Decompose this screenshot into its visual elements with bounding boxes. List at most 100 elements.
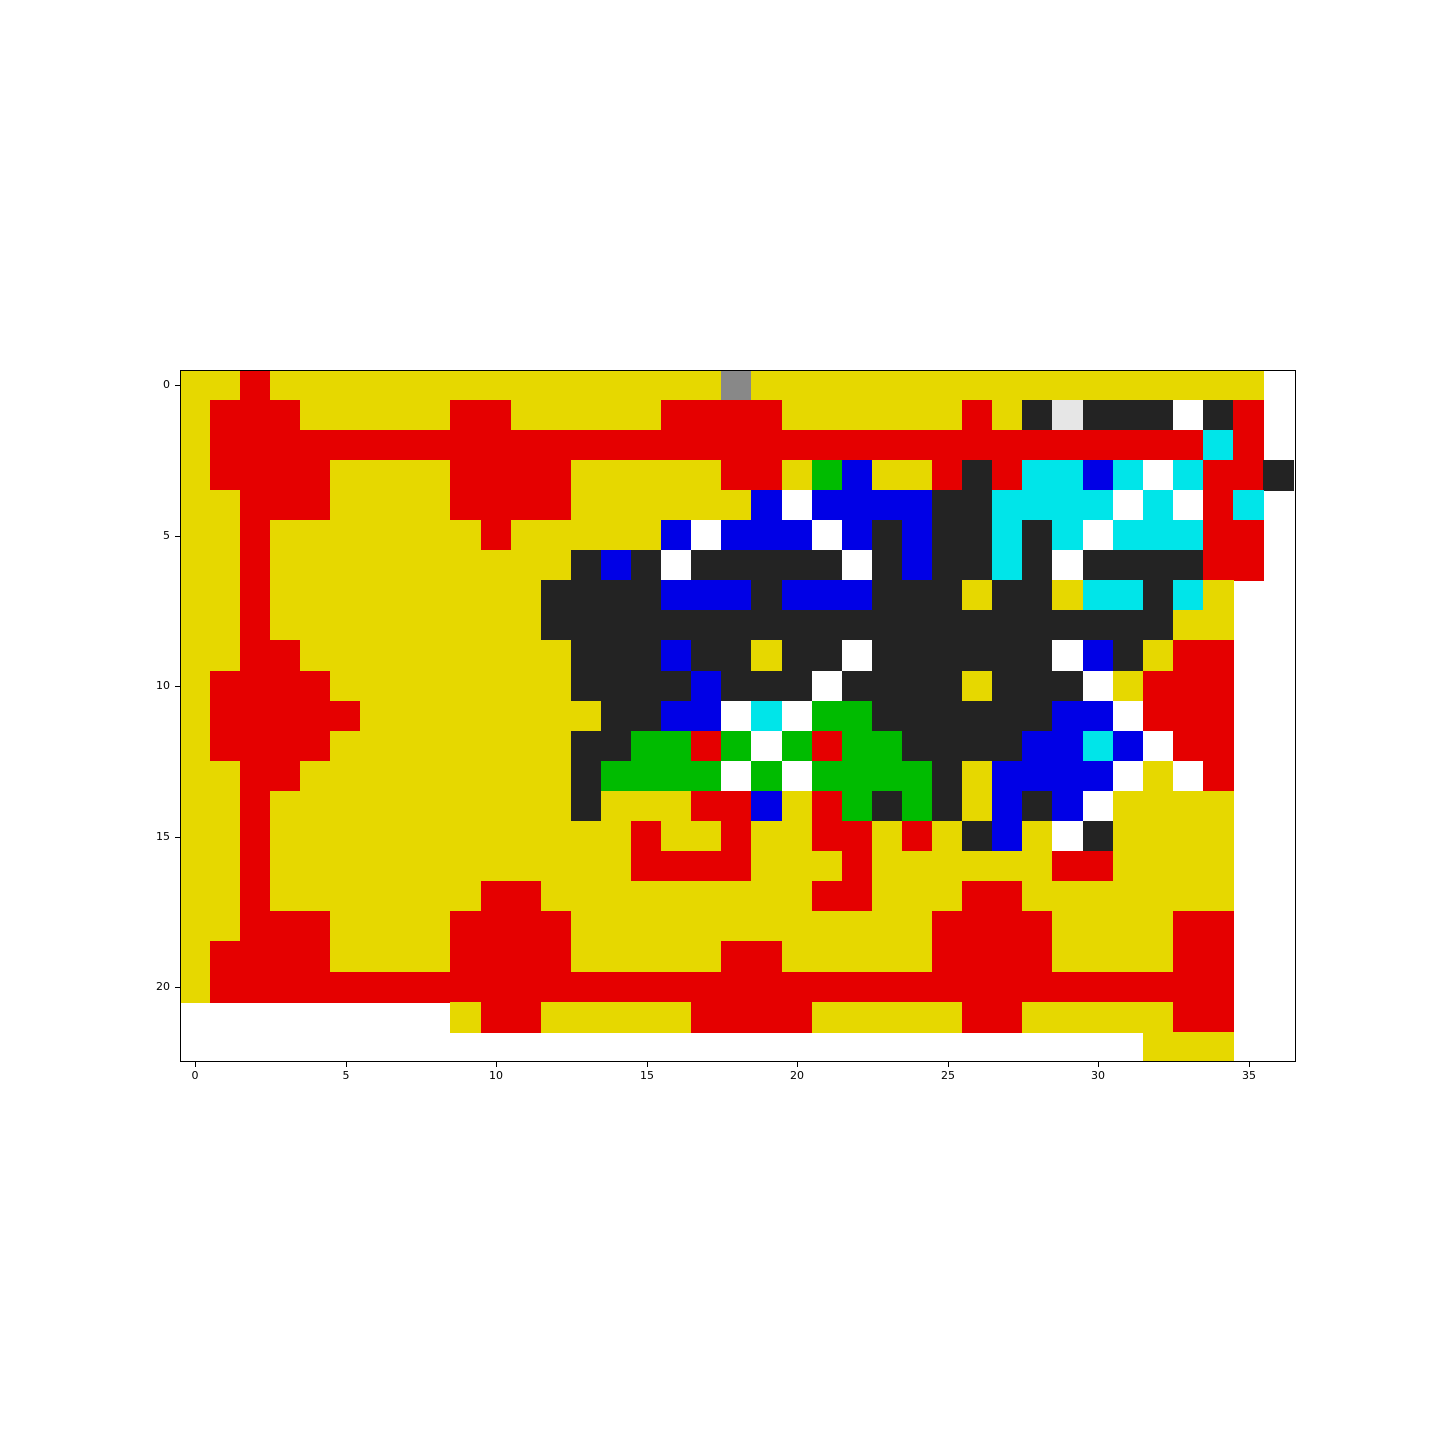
- grid-cell: [691, 640, 722, 672]
- grid-cell: [390, 490, 421, 521]
- grid-cell: [902, 580, 933, 611]
- grid-cell: [481, 430, 512, 461]
- grid-cell: [691, 851, 722, 882]
- grid-cell: [240, 610, 271, 641]
- x-tick-mark: [195, 1062, 196, 1067]
- grid-cell: [751, 761, 783, 792]
- grid-cell: [1233, 520, 1264, 551]
- grid-cell: [1083, 580, 1114, 611]
- grid-cell: [1203, 370, 1234, 401]
- grid-cell: [511, 761, 542, 792]
- grid-cell: [330, 520, 361, 551]
- grid-cell: [1113, 761, 1144, 792]
- grid-cell: [601, 370, 632, 401]
- grid-cell: [450, 610, 482, 641]
- grid-cell: [1022, 791, 1053, 822]
- grid-cell: [872, 460, 903, 491]
- grid-cell: [180, 701, 211, 732]
- grid-cell: [390, 941, 421, 973]
- grid-cell: [812, 580, 843, 611]
- grid-cell: [751, 851, 783, 882]
- grid-cell: [240, 731, 271, 762]
- grid-cell: [691, 821, 722, 852]
- grid-cell: [691, 1002, 722, 1033]
- grid-cell: [571, 430, 602, 461]
- grid-cell: [601, 731, 632, 762]
- grid-cell: [1173, 580, 1204, 611]
- grid-cell: [631, 941, 662, 973]
- grid-cell: [450, 550, 482, 581]
- grid-cell: [1022, 941, 1053, 973]
- grid-cell: [481, 640, 512, 672]
- grid-cell: [1052, 791, 1084, 822]
- grid-cell: [1083, 972, 1114, 1003]
- grid-cell: [541, 911, 572, 942]
- grid-cell: [661, 851, 692, 882]
- grid-cell: [1143, 370, 1174, 401]
- grid-cell: [1022, 671, 1053, 702]
- grid-cell: [300, 701, 331, 732]
- grid-cell: [330, 640, 361, 672]
- grid-cell: [300, 671, 331, 702]
- x-tick-label: 35: [1242, 1069, 1256, 1082]
- grid-cell: [782, 640, 813, 672]
- grid-cell: [330, 580, 361, 611]
- grid-cell: [812, 430, 843, 461]
- grid-cell: [541, 851, 572, 882]
- grid-cell: [420, 610, 451, 641]
- grid-cell: [1083, 821, 1114, 852]
- grid-cell: [541, 821, 572, 852]
- x-tick-mark: [647, 1062, 648, 1067]
- grid-cell: [571, 610, 602, 641]
- grid-cell: [932, 791, 963, 822]
- grid-cell: [872, 580, 903, 611]
- grid-cell: [932, 701, 963, 732]
- grid-cell: [1203, 972, 1234, 1003]
- grid-cell: [360, 400, 391, 431]
- grid-cell: [932, 821, 963, 852]
- grid-cell: [541, 972, 572, 1003]
- grid-cell: [992, 731, 1023, 762]
- grid-cell: [661, 490, 692, 521]
- grid-cell: [601, 610, 632, 641]
- grid-cell: [1143, 791, 1174, 822]
- grid-cell: [751, 640, 783, 672]
- grid-cell: [992, 821, 1023, 852]
- grid-cell: [842, 490, 873, 521]
- grid-cell: [631, 791, 662, 822]
- grid-cell: [1022, 851, 1053, 882]
- grid-cell: [872, 881, 903, 912]
- grid-cell: [962, 490, 993, 521]
- grid-cell: [1143, 610, 1174, 641]
- grid-cell: [872, 791, 903, 822]
- grid-cell: [360, 460, 391, 491]
- grid-cell: [1143, 490, 1174, 521]
- grid-cell: [691, 550, 722, 581]
- grid-cell: [210, 791, 241, 822]
- grid-cell: [1203, 430, 1234, 461]
- grid-cell: [962, 640, 993, 672]
- grid-cell: [1233, 430, 1264, 461]
- grid-cell: [932, 400, 963, 431]
- y-tick-label: 15: [156, 830, 170, 843]
- grid-cell: [691, 791, 722, 822]
- grid-cell: [872, 701, 903, 732]
- grid-cell: [872, 490, 903, 521]
- grid-cell: [270, 671, 301, 702]
- grid-cell: [962, 941, 993, 973]
- grid-cell: [721, 972, 752, 1003]
- x-tick-label: 15: [640, 1069, 654, 1082]
- y-tick-mark: [175, 987, 180, 988]
- grid-cell: [1052, 430, 1084, 461]
- grid-cell: [812, 490, 843, 521]
- grid-cell: [721, 881, 752, 912]
- grid-cell: [541, 701, 572, 732]
- grid-cell: [631, 490, 662, 521]
- grid-cell: [691, 972, 722, 1003]
- grid-cell: [541, 640, 572, 672]
- grid-cell: [842, 370, 873, 401]
- grid-cell: [360, 430, 391, 461]
- grid-cell: [751, 941, 783, 973]
- grid-cell: [300, 640, 331, 672]
- grid-cell: [270, 701, 301, 732]
